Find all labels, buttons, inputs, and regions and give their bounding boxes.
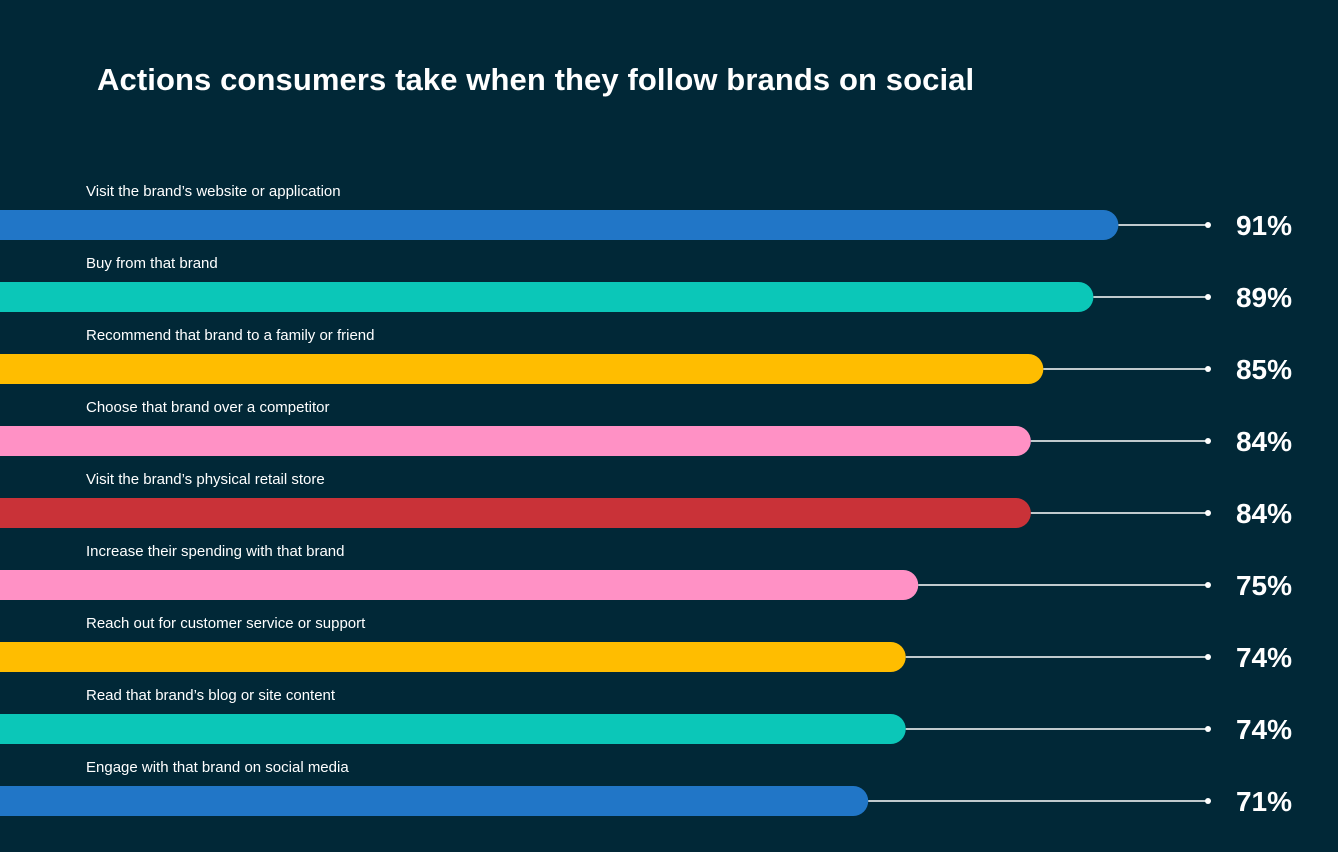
bar-row: Reach out for customer service or suppor… xyxy=(0,615,1292,673)
leader-dot xyxy=(1205,366,1211,372)
leader-dot xyxy=(1205,582,1211,588)
value-label: 75% xyxy=(1236,570,1292,601)
bar xyxy=(0,642,906,672)
leader-dot xyxy=(1205,798,1211,804)
category-label: Increase their spending with that brand xyxy=(86,543,345,560)
bar xyxy=(0,570,919,600)
value-label: 84% xyxy=(1236,498,1292,529)
bar-row: Visit the brand’s website or application… xyxy=(0,183,1292,241)
leader-dot xyxy=(1205,654,1211,660)
bar xyxy=(0,714,906,744)
bar-row: Read that brand’s blog or site content 74… xyxy=(0,687,1292,745)
bar-row: Engage with that brand on social media 71… xyxy=(0,759,1292,817)
value-label: 71% xyxy=(1236,786,1292,817)
bar xyxy=(0,786,869,816)
bar xyxy=(0,498,1031,528)
category-label: Reach out for customer service or suppor… xyxy=(86,615,366,632)
bar-row: Buy from that brand 89% xyxy=(0,255,1292,313)
bar-row: Increase their spending with that brand 7… xyxy=(0,543,1292,601)
bar xyxy=(0,354,1044,384)
value-label: 84% xyxy=(1236,426,1292,457)
category-label: Read that brand’s blog or site content xyxy=(86,687,336,704)
value-label: 89% xyxy=(1236,282,1292,313)
leader-dot xyxy=(1205,726,1211,732)
bar-row: Choose that brand over a competitor 84% xyxy=(0,399,1292,457)
category-label: Buy from that brand xyxy=(86,255,218,272)
bar-row: Recommend that brand to a family or frie… xyxy=(0,327,1292,385)
value-label: 74% xyxy=(1236,714,1292,745)
leader-dot xyxy=(1205,294,1211,300)
category-label: Visit the brand’s website or application xyxy=(86,183,341,200)
bar xyxy=(0,426,1031,456)
chart-title: Actions consumers take when they follow … xyxy=(97,62,975,97)
category-label: Visit the brand’s physical retail store xyxy=(86,471,325,488)
leader-dot xyxy=(1205,222,1211,228)
bar xyxy=(0,210,1119,240)
value-label: 85% xyxy=(1236,354,1292,385)
leader-dot xyxy=(1205,438,1211,444)
value-label: 74% xyxy=(1236,642,1292,673)
category-label: Recommend that brand to a family or frie… xyxy=(86,327,374,344)
value-label: 91% xyxy=(1236,210,1292,241)
category-label: Choose that brand over a competitor xyxy=(86,399,329,416)
bar-row: Visit the brand’s physical retail store 8… xyxy=(0,471,1292,529)
bar xyxy=(0,282,1094,312)
category-label: Engage with that brand on social media xyxy=(86,759,349,776)
leader-dot xyxy=(1205,510,1211,516)
